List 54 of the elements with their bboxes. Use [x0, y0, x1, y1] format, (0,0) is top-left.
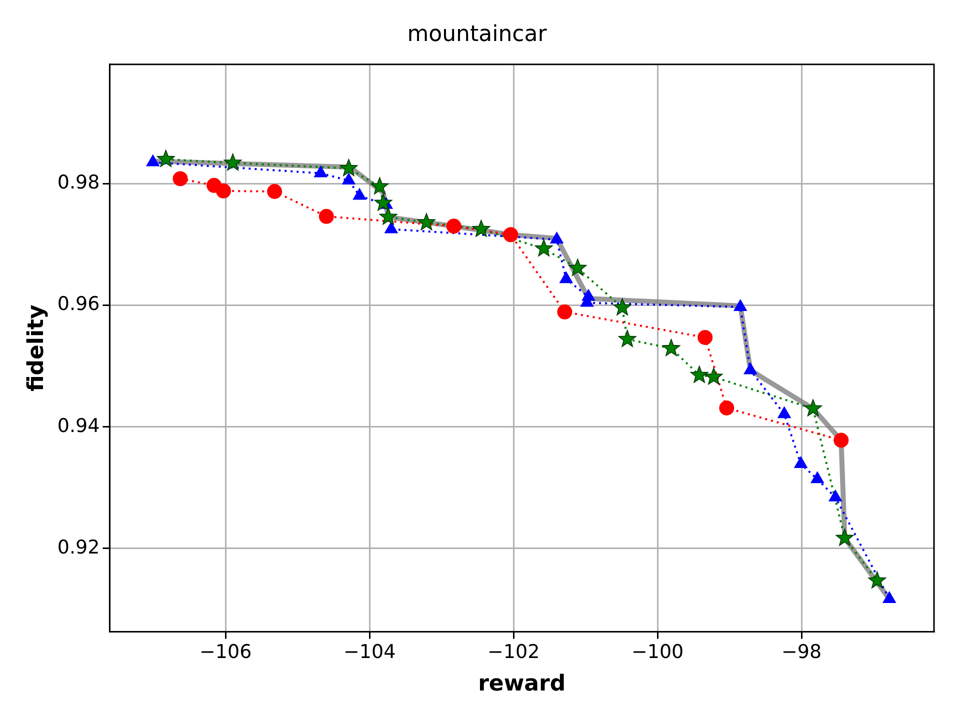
point [340, 158, 358, 176]
x-tick-label: −104 [344, 641, 396, 664]
point [216, 183, 231, 198]
chart-title: mountaincar [407, 22, 548, 47]
point [613, 298, 632, 316]
point [314, 166, 328, 178]
point [828, 490, 842, 502]
point [778, 406, 791, 418]
point [698, 330, 713, 345]
point [836, 528, 854, 546]
point [568, 258, 587, 276]
point [804, 399, 822, 416]
point [379, 208, 398, 225]
y-tick-label: 0.96 [57, 293, 100, 316]
point [472, 220, 490, 237]
point [744, 362, 757, 374]
point [172, 171, 188, 186]
point [418, 213, 436, 230]
x-tick-label: −98 [781, 641, 822, 664]
point [384, 222, 398, 234]
point [560, 272, 573, 284]
point [156, 150, 175, 167]
point [618, 330, 636, 347]
point [690, 366, 708, 383]
point [146, 154, 160, 166]
point [342, 173, 356, 185]
point [719, 400, 734, 416]
point [704, 368, 723, 385]
point [224, 154, 242, 171]
point [370, 177, 389, 194]
point [534, 239, 553, 256]
y-tick-label: 0.98 [57, 172, 100, 194]
point [267, 184, 282, 200]
point [662, 339, 680, 356]
y-tick-label: 0.94 [57, 414, 100, 437]
x-tick-label: −102 [487, 641, 540, 664]
x-tick-label: −106 [200, 641, 252, 664]
point [352, 188, 366, 200]
x-axis-title: reward [478, 672, 566, 697]
point [503, 227, 518, 242]
point [557, 304, 572, 320]
point [446, 218, 462, 234]
point [810, 472, 824, 484]
x-tick-label: −100 [631, 641, 684, 664]
point [882, 591, 896, 603]
point [550, 232, 564, 244]
point [794, 456, 808, 468]
point [734, 300, 747, 312]
y-axis-title: fidelity [24, 304, 49, 392]
point [318, 208, 334, 224]
point [374, 194, 392, 211]
point [868, 571, 886, 588]
point [834, 432, 849, 448]
y-tick-label: 0.92 [57, 536, 100, 558]
